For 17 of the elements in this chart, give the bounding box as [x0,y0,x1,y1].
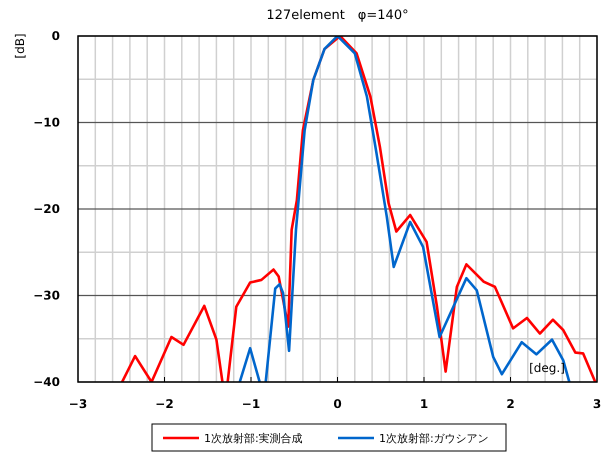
y-tick-label: 0 [52,29,60,43]
x-axis-title: [deg.] [529,361,565,375]
y-tick-label: −40 [33,375,60,389]
legend-label: 1次放射部:ガウシアン [379,432,489,445]
y-axis-title: [dB] [13,33,27,59]
y-tick-label: −20 [33,202,60,216]
chart-title: 127element φ=140° [266,8,409,23]
legend-label: 1次放射部:実測合成 [204,432,303,445]
x-tick-label: 0 [333,397,342,411]
x-tick-label: −2 [155,397,174,411]
x-tick-label: 3 [592,397,602,411]
y-tick-label: −30 [33,288,60,302]
y-tick-label: −10 [33,116,60,130]
x-tick-label: −1 [242,397,260,411]
x-tick-label: −3 [68,397,88,411]
x-tick-label: 1 [420,397,428,411]
x-tick-label: 2 [506,397,515,411]
